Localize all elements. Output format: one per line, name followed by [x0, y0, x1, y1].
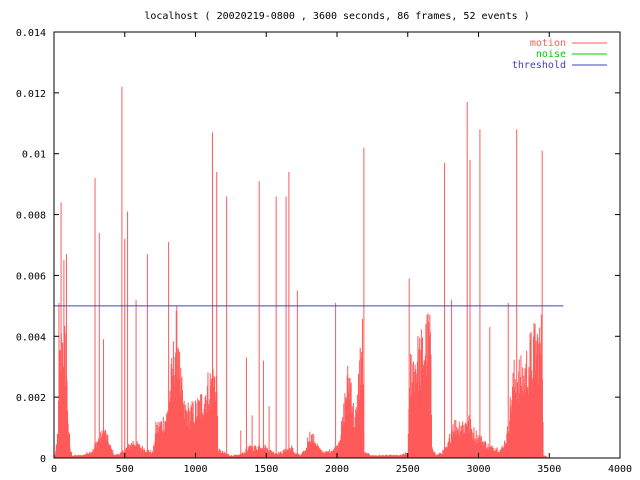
x-tick-label: 1500 — [254, 464, 278, 475]
y-tick-label: 0.01 — [22, 150, 46, 161]
x-tick-label: 2500 — [396, 464, 420, 475]
y-tick-label: 0 — [40, 454, 46, 465]
y-tick-label: 0.012 — [16, 89, 46, 100]
x-tick-label: 0 — [51, 464, 57, 475]
legend-label-motion: motion — [530, 38, 566, 49]
x-tick-label: 1000 — [183, 464, 207, 475]
chart-title: localhost ( 20020219-0800 , 3600 seconds… — [144, 11, 529, 22]
y-tick-label: 0.014 — [16, 28, 46, 39]
legend-label-threshold: threshold — [512, 60, 566, 71]
y-tick-label: 0.004 — [16, 332, 46, 343]
x-tick-label: 3000 — [466, 464, 490, 475]
y-tick-label: 0.008 — [16, 211, 46, 222]
y-tick-label: 0.006 — [16, 271, 46, 282]
legend-label-noise: noise — [536, 49, 566, 60]
x-tick-label: 2000 — [325, 464, 349, 475]
x-tick-label: 3500 — [537, 464, 561, 475]
x-tick-label: 500 — [116, 464, 134, 475]
motion-series — [54, 86, 550, 458]
y-tick-label: 0.002 — [16, 393, 46, 404]
x-tick-label: 4000 — [608, 464, 632, 475]
